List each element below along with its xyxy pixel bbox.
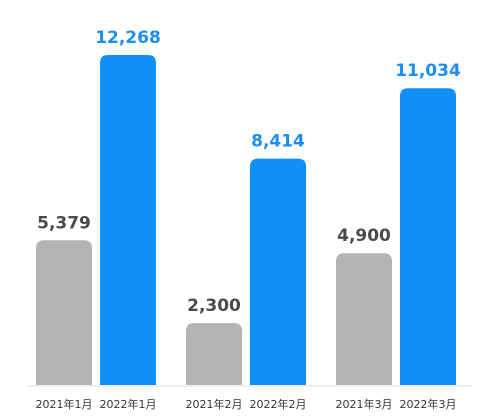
value-label: 8,414 xyxy=(251,132,305,152)
bar xyxy=(36,240,92,385)
x-tick-label: 2021年3月 xyxy=(336,397,393,411)
value-label: 2,300 xyxy=(187,296,241,316)
value-label: 11,034 xyxy=(395,61,461,81)
x-tick-label: 2021年2月 xyxy=(186,397,243,411)
bar xyxy=(100,55,156,385)
x-tick-label: 2022年1月 xyxy=(100,397,157,411)
value-label: 5,379 xyxy=(37,213,91,233)
bar xyxy=(336,253,392,385)
x-tick-label: 2022年3月 xyxy=(400,397,457,411)
bar xyxy=(250,158,306,385)
bar xyxy=(186,323,242,385)
x-tick-label: 2022年2月 xyxy=(250,397,307,411)
value-label: 12,268 xyxy=(95,28,161,48)
value-label: 4,900 xyxy=(337,226,391,246)
x-tick-label: 2021年1月 xyxy=(36,397,93,411)
bar xyxy=(400,88,456,386)
